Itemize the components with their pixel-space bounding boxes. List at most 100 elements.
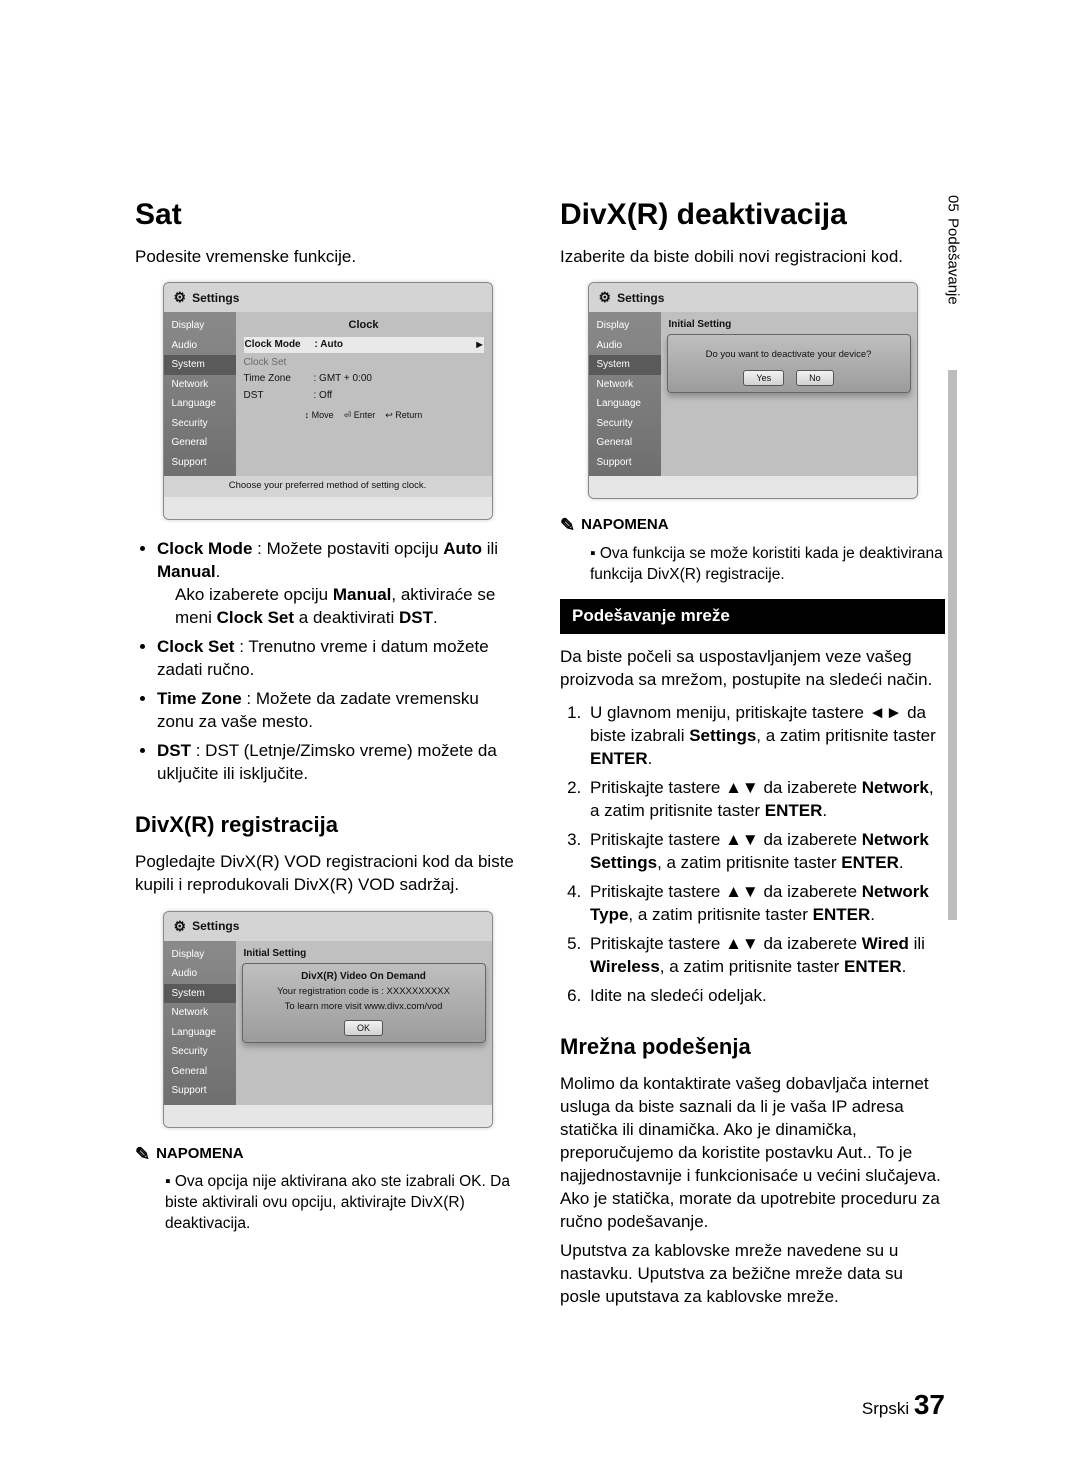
t: Manual [333, 585, 392, 604]
setting-key: Clock Set [244, 356, 314, 370]
sidebar-item[interactable]: System [164, 984, 236, 1004]
t: Idite na sledeći odeljak. [590, 986, 767, 1005]
sidebar-item[interactable]: Network [589, 375, 661, 395]
heading-divx-reg: DivX(R) registracija [135, 810, 520, 840]
setting-val: : GMT + 0:00 [314, 372, 484, 386]
page-footer: Srpski 37 [862, 1389, 945, 1421]
sidebar-item[interactable]: Security [164, 414, 236, 434]
settings-panel-divx-reg: Settings Display Audio System Network La… [163, 911, 493, 1128]
t: Pritiskajte tastere ▲▼ da izaberete [590, 882, 862, 901]
step-item: Pritiskajte tastere ▲▼ da izaberete Wire… [586, 933, 945, 979]
gear-icon [174, 917, 187, 936]
mrezna-p1: Molimo da kontaktirate vašeg dobavljača … [560, 1073, 945, 1234]
sidebar-item[interactable]: Audio [164, 964, 236, 984]
left-column: Sat Podesite vremenske funkcije. Setting… [135, 195, 520, 1315]
heading-divx-deact: DivX(R) deaktivacija [560, 195, 945, 236]
desc-lead: DST [157, 741, 191, 760]
step-item: Pritiskajte tastere ▲▼ da izaberete Netw… [586, 881, 945, 927]
setting-row[interactable]: Clock Mode : Auto ▶ [244, 337, 484, 353]
sidebar-item[interactable]: System [164, 355, 236, 375]
sidebar-item[interactable]: Language [589, 394, 661, 414]
panel-sidebar: Display Audio System Network Language Se… [164, 312, 236, 476]
setting-row[interactable]: Time Zone : GMT + 0:00 [244, 372, 484, 386]
desc-item: Clock Mode : Možete postaviti opciju Aut… [157, 538, 520, 630]
section-bar-network: Podešavanje mreže [560, 599, 945, 634]
t: ili [909, 934, 925, 953]
setting-val: : Off [314, 389, 484, 403]
panel-main: Initial Setting Do you want to deactivat… [661, 312, 917, 476]
setting-key: Clock Mode [245, 338, 315, 352]
t: . [216, 562, 221, 581]
sidebar-item[interactable]: Language [164, 1023, 236, 1043]
sidebar-item[interactable]: Security [589, 414, 661, 434]
right-column: DivX(R) deaktivacija Izaberite da biste … [560, 195, 945, 1315]
ok-button[interactable]: OK [344, 1020, 383, 1036]
chapter-label: Podešavanje [945, 218, 962, 305]
t: Wireless [590, 957, 660, 976]
panel-header: Settings [589, 283, 917, 312]
sidebar-item[interactable]: Audio [589, 336, 661, 356]
t: ili [482, 539, 498, 558]
sidebar-item[interactable]: Display [589, 316, 661, 336]
sidebar-item[interactable]: General [164, 1062, 236, 1082]
dialog-divx-reg: DivX(R) Video On Demand Your registratio… [242, 963, 486, 1043]
t: ENTER [841, 853, 899, 872]
gear-icon [174, 288, 187, 307]
sidebar-item[interactable]: Display [164, 945, 236, 965]
side-grey-bar [948, 370, 957, 920]
heading-sat: Sat [135, 195, 520, 236]
hint: ↩ Return [385, 409, 422, 421]
t: . [648, 749, 653, 768]
sidebar-item[interactable]: General [164, 433, 236, 453]
t: . [899, 853, 904, 872]
panel-header: Settings [164, 283, 492, 312]
note-label-text: NAPOMENA [581, 515, 669, 535]
t: : Možete postaviti opciju [252, 539, 443, 558]
yes-button[interactable]: Yes [743, 370, 784, 386]
setting-val: : Auto [315, 338, 477, 352]
dialog-line: Your registration code is : XXXXXXXXXX [249, 986, 479, 999]
panel-blank [589, 476, 917, 498]
note-label: NAPOMENA [135, 1142, 520, 1166]
setting-key: Time Zone [244, 372, 314, 386]
sidebar-item[interactable]: Security [164, 1042, 236, 1062]
sidebar-item[interactable]: Audio [164, 336, 236, 356]
sidebar-item[interactable]: Support [164, 453, 236, 473]
t: Network [862, 778, 929, 797]
note-list: Ova opcija nije aktivirana ako ste izabr… [165, 1172, 520, 1235]
chevron-right-icon: ▶ [476, 340, 482, 351]
sidebar-item[interactable]: System [589, 355, 661, 375]
setting-row: Clock Set [244, 356, 484, 370]
sidebar-item[interactable]: Support [589, 453, 661, 473]
t: Manual [157, 562, 216, 581]
t: : DST (Letnje/Zimsko vreme) možete da uk… [157, 741, 497, 783]
dialog-title: DivX(R) Video On Demand [249, 970, 479, 984]
t: , a zatim pritisnite taster [628, 905, 812, 924]
t: Pritiskajte tastere ▲▼ da izaberete [590, 830, 862, 849]
desc-lead: Clock Mode [157, 539, 252, 558]
sidebar-item[interactable]: Network [164, 1003, 236, 1023]
note-item: Ova funkcija se može koristiti kada je d… [590, 544, 945, 586]
desc-lead: Clock Set [157, 637, 234, 656]
note-label-text: NAPOMENA [156, 1144, 244, 1164]
panel-header-label: Settings [192, 918, 239, 934]
network-intro: Da biste počeli sa uspostavljanjem veze … [560, 646, 945, 692]
sidebar-item[interactable]: General [589, 433, 661, 453]
t: Wired [862, 934, 909, 953]
no-button[interactable]: No [796, 370, 834, 386]
panel-main: Initial Setting DivX(R) Video On Demand … [236, 941, 492, 1105]
mrezna-p2: Uputstva za kablovske mreže navedene su … [560, 1240, 945, 1309]
setting-row[interactable]: DST : Off [244, 389, 484, 403]
heading-mrezna: Mrežna podešenja [560, 1032, 945, 1062]
sidebar-item[interactable]: Language [164, 394, 236, 414]
sidebar-item[interactable]: Display [164, 316, 236, 336]
t: ENTER [765, 801, 823, 820]
footer-page: 37 [914, 1389, 945, 1420]
sidebar-item[interactable]: Network [164, 375, 236, 395]
panel-sidebar: Display Audio System Network Language Se… [589, 312, 661, 476]
sidebar-item[interactable]: Support [164, 1081, 236, 1101]
desc-lead: Time Zone [157, 689, 242, 708]
divx-deact-intro: Izaberite da biste dobili novi registrac… [560, 246, 945, 269]
gear-icon [599, 288, 612, 307]
menu-top-label: Initial Setting [669, 316, 909, 334]
